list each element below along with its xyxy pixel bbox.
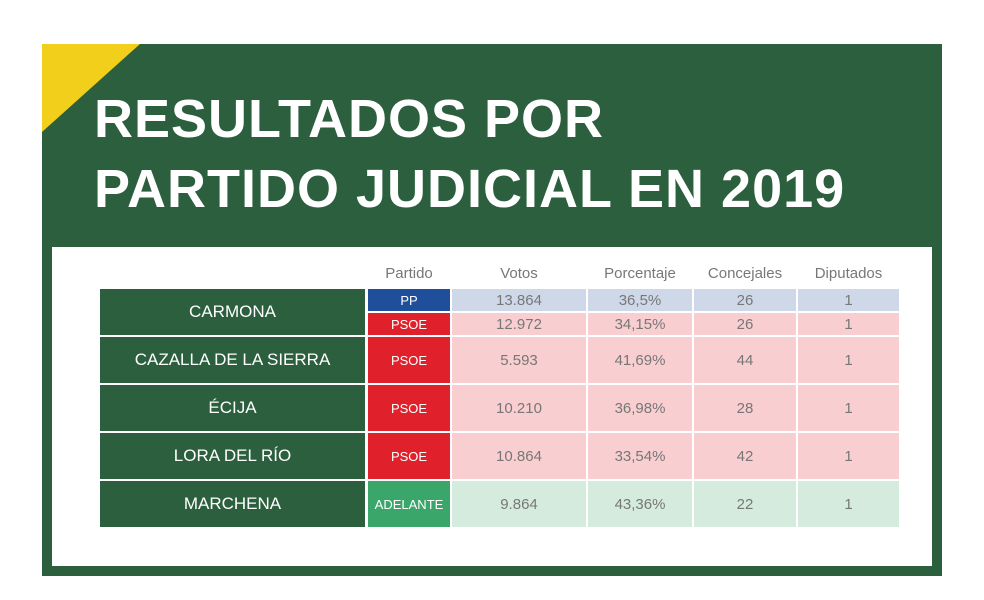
cell-text: 1	[844, 315, 853, 333]
value-cell: 12.972	[452, 313, 586, 335]
cell-text: 5.593	[500, 351, 538, 369]
party-label: PSOE	[368, 385, 450, 431]
district-name: CAZALLA DE LA SIERRA	[100, 337, 365, 383]
value-cell: 1	[798, 481, 899, 527]
cell-tint	[798, 289, 899, 311]
cell-tint	[452, 385, 586, 431]
cell-tint	[798, 433, 899, 479]
column-header: Porcentaje	[604, 264, 676, 282]
cell-tint	[588, 433, 692, 479]
cell-tint	[798, 385, 899, 431]
cell-text: 33,54%	[614, 447, 666, 465]
value-cell: 13.864	[452, 289, 586, 311]
value-cell: 1	[798, 289, 899, 311]
title-line: PARTIDO JUDICIAL EN 2019	[94, 159, 846, 219]
district-name: MARCHENA	[100, 481, 365, 527]
value-cell: 33,54%	[588, 433, 692, 479]
cell-text: 10.864	[496, 447, 542, 465]
cell-text: 26	[736, 315, 754, 333]
value-cell: 1	[798, 337, 899, 383]
cell-tint	[452, 337, 586, 383]
value-cell: 43,36%	[588, 481, 692, 527]
cell-tint	[798, 313, 899, 335]
value-cell: 1	[798, 313, 899, 335]
value-cell: 10.210	[452, 385, 586, 431]
cell-text: 41,69%	[614, 351, 666, 369]
cell-tint	[588, 385, 692, 431]
cell-tint	[588, 337, 692, 383]
party-label: ADELANTE	[368, 481, 450, 527]
value-cell: 9.864	[452, 481, 586, 527]
value-cell: 1	[798, 433, 899, 479]
cell-tint	[694, 481, 796, 527]
cell-tint	[588, 313, 692, 335]
column-header: Votos	[500, 264, 538, 282]
cell-text: 43,36%	[614, 495, 666, 513]
value-cell: 36,5%	[588, 289, 692, 311]
value-cell: 22	[694, 481, 796, 527]
value-cell: 44	[694, 337, 796, 383]
column-header: Concejales	[707, 264, 783, 282]
party-label: PSOE	[368, 433, 450, 479]
value-cell: 42	[694, 433, 796, 479]
cell-text: 1	[844, 495, 853, 513]
cell-text: 9.864	[500, 495, 538, 513]
cell-tint	[694, 385, 796, 431]
cell-text: 10.210	[496, 399, 542, 417]
value-cell: 34,15%	[588, 313, 692, 335]
cell-tint	[452, 289, 586, 311]
cell-text: 36,98%	[614, 399, 666, 417]
cell-tint	[452, 481, 586, 527]
cell-tint	[452, 433, 586, 479]
column-header: Partido	[385, 264, 433, 282]
cell-text: 12.972	[496, 315, 542, 333]
district-name: CARMONA	[100, 289, 365, 335]
party-label: PP	[368, 289, 450, 311]
value-cell: 36,98%	[588, 385, 692, 431]
cell-text: 28	[736, 399, 754, 417]
cell-tint	[588, 481, 692, 527]
district-name: LORA DEL RÍO	[100, 433, 365, 479]
cell-text: 1	[844, 351, 853, 369]
cell-tint	[588, 289, 692, 311]
cell-text: 36,5%	[618, 291, 662, 309]
cell-tint	[798, 337, 899, 383]
value-cell: 1	[798, 385, 899, 431]
cell-tint	[694, 433, 796, 479]
column-header: Diputados	[814, 264, 883, 282]
value-cell: 10.864	[452, 433, 586, 479]
cell-tint	[694, 313, 796, 335]
value-cell: 26	[694, 313, 796, 335]
value-cell: 28	[694, 385, 796, 431]
cell-text: 42	[736, 447, 754, 465]
cell-text: 22	[736, 495, 754, 513]
corner-accent	[42, 44, 140, 132]
title-line: RESULTADOS POR	[94, 89, 605, 149]
cell-tint	[694, 289, 796, 311]
cell-text: 44	[736, 351, 754, 369]
cell-text: 26	[736, 291, 754, 309]
value-cell: 26	[694, 289, 796, 311]
cell-text: 1	[844, 291, 853, 309]
cell-text: 34,15%	[614, 315, 666, 333]
cell-tint	[798, 481, 899, 527]
value-cell: 41,69%	[588, 337, 692, 383]
cell-text: 1	[844, 399, 853, 417]
district-name: ÉCIJA	[100, 385, 365, 431]
cell-tint	[694, 337, 796, 383]
party-label: PSOE	[368, 313, 450, 335]
cell-text: 13.864	[496, 291, 542, 309]
cell-text: 1	[844, 447, 853, 465]
value-cell: 5.593	[452, 337, 586, 383]
cell-tint	[452, 313, 586, 335]
party-label: PSOE	[368, 337, 450, 383]
